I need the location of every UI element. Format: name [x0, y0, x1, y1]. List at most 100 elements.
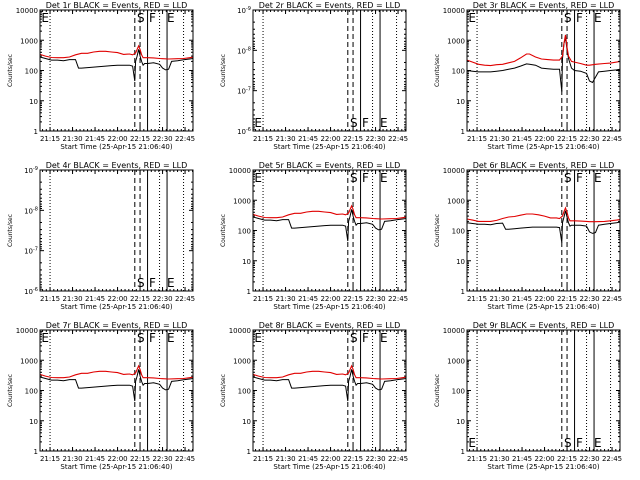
- x-tick-label: 22:30: [365, 455, 385, 463]
- x-tick-label: 21:15: [253, 455, 273, 463]
- lld-series-line: [39, 44, 194, 60]
- x-tick-label: 22:15: [343, 135, 363, 143]
- y-tick-label: 10-9: [24, 166, 38, 175]
- events-series-line: [466, 210, 621, 243]
- events-series-line: [39, 49, 194, 82]
- marker-letter-e: E: [380, 331, 388, 345]
- marker-letter-e: E: [468, 11, 476, 25]
- marker-letter-f: F: [362, 116, 369, 130]
- x-tick-label: 22:15: [557, 455, 577, 463]
- x-tick-label: 21:15: [40, 295, 60, 303]
- y-tick-label: 10-8: [237, 46, 251, 55]
- y-tick-label: 1000: [447, 357, 465, 365]
- marker-letter-s: S: [350, 171, 358, 185]
- y-tick-label: 1: [34, 448, 38, 456]
- marker-letter-e: E: [254, 331, 262, 345]
- marker-letter-e: E: [41, 331, 49, 345]
- events-series-line: [39, 369, 194, 402]
- y-axis-label: Counts/sec: [434, 54, 441, 87]
- y-tick-label: 1: [461, 448, 465, 456]
- y-tick-label: 10000: [16, 327, 38, 335]
- x-tick-label: 22:15: [343, 295, 363, 303]
- marker-letter-f: F: [362, 331, 369, 345]
- marker-letter-s: S: [564, 11, 572, 25]
- lld-series-line: [466, 206, 621, 223]
- marker-letter-s: S: [137, 276, 145, 290]
- plot-frame: [39, 329, 194, 452]
- panel-title: Det 4r BLACK = Events, RED = LLD: [46, 161, 188, 170]
- x-tick-label: 22:30: [152, 455, 172, 463]
- panel-title: Det 9r BLACK = Events, RED = LLD: [473, 321, 615, 330]
- plot-frame: [466, 169, 621, 292]
- marker-letter-e: E: [167, 276, 175, 290]
- x-tick-label: 22:30: [579, 135, 599, 143]
- x-tick-label: 22:00: [534, 455, 554, 463]
- y-tick-label: 10: [456, 98, 465, 106]
- marker-letter-e: E: [380, 116, 388, 130]
- x-axis-label: Start Time (25-Apr-15 21:06:40): [487, 463, 599, 471]
- y-tick-label: 1: [461, 128, 465, 136]
- y-tick-label: 100: [25, 68, 38, 76]
- x-tick-label: 21:30: [275, 295, 295, 303]
- y-tick-label: 10: [242, 258, 251, 266]
- y-tick-label: 10000: [443, 7, 465, 15]
- lld-series-line: [466, 34, 621, 67]
- marker-letter-e: E: [167, 331, 175, 345]
- plot-frame: [39, 9, 194, 132]
- x-tick-label: 22:45: [388, 455, 408, 463]
- x-tick-label: 22:15: [130, 455, 150, 463]
- marker-letter-s: S: [564, 436, 572, 450]
- y-tick-label: 10: [29, 418, 38, 426]
- events-series-line: [252, 209, 407, 242]
- y-tick-label: 1: [247, 288, 251, 296]
- marker-letter-f: F: [576, 11, 583, 25]
- x-tick-label: 21:15: [253, 135, 273, 143]
- marker-letter-s: S: [350, 116, 358, 130]
- x-tick-label: 21:15: [40, 135, 60, 143]
- x-tick-label: 21:30: [489, 135, 509, 143]
- x-tick-label: 21:15: [40, 455, 60, 463]
- x-tick-label: 21:30: [489, 455, 509, 463]
- x-tick-label: 21:45: [298, 295, 318, 303]
- x-tick-label: 21:45: [298, 455, 318, 463]
- panel-title: Det 8r BLACK = Events, RED = LLD: [259, 321, 401, 330]
- x-tick-label: 22:30: [365, 295, 385, 303]
- plot-frame: [252, 329, 407, 452]
- x-tick-label: 22:45: [388, 135, 408, 143]
- marker-letter-e: E: [167, 11, 175, 25]
- marker-letter-f: F: [149, 331, 156, 345]
- y-tick-label: 10000: [16, 7, 38, 15]
- y-axis-label: Counts/sec: [434, 214, 441, 247]
- marker-letter-e: E: [254, 116, 262, 130]
- panel-title: Det 5r BLACK = Events, RED = LLD: [259, 161, 401, 170]
- y-tick-label: 10-9: [237, 6, 251, 15]
- panel-title: Det 6r BLACK = Events, RED = LLD: [473, 161, 615, 170]
- x-tick-label: 21:30: [62, 135, 82, 143]
- marker-letter-e: E: [594, 436, 602, 450]
- x-tick-label: 22:00: [320, 455, 340, 463]
- x-axis-label: Start Time (25-Apr-15 21:06:40): [60, 463, 172, 471]
- y-axis-label: Counts/sec: [220, 374, 227, 407]
- x-tick-label: 21:45: [512, 295, 532, 303]
- panel-title: Det 3r BLACK = Events, RED = LLD: [473, 1, 615, 10]
- y-tick-label: 1: [461, 288, 465, 296]
- y-axis-label: Counts/sec: [220, 54, 227, 87]
- x-tick-label: 21:30: [275, 455, 295, 463]
- x-tick-label: 21:15: [467, 135, 487, 143]
- x-tick-label: 21:45: [512, 135, 532, 143]
- y-tick-label: 10-7: [24, 247, 38, 256]
- y-tick-label: 10: [456, 258, 465, 266]
- x-tick-label: 21:30: [62, 455, 82, 463]
- panel-title: Det 1r BLACK = Events, RED = LLD: [46, 1, 188, 10]
- marker-letter-f: F: [576, 436, 583, 450]
- detector-panel-5: Det 5r BLACK = Events, RED = LLD 1 10 100 10…: [220, 161, 408, 311]
- y-axis-label: Counts/sec: [434, 374, 441, 407]
- marker-letter-s: S: [350, 331, 358, 345]
- x-axis-label: Start Time (25-Apr-15 21:06:40): [487, 143, 599, 151]
- x-tick-label: 22:00: [320, 135, 340, 143]
- x-tick-label: 21:30: [489, 295, 509, 303]
- x-tick-label: 22:45: [602, 295, 622, 303]
- marker-letter-s: S: [137, 11, 145, 25]
- y-tick-label: 10-6: [237, 127, 251, 136]
- y-axis-label: Counts/sec: [7, 214, 14, 247]
